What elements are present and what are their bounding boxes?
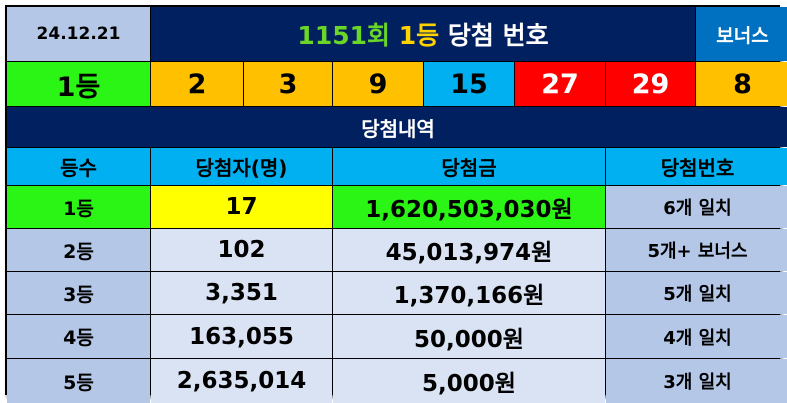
title-round: 1151회 [297,21,391,50]
table-row-rank: 1등 [7,186,150,228]
winning-number-6: 29 [606,62,695,106]
bonus-label: 보너스 [696,7,787,61]
table-row-winners: 17 [151,186,332,228]
table-row-rank: 3등 [7,272,150,314]
title-rest: 당첨 번호 [447,21,549,50]
column-header-winners: 당첨자(명) [151,148,332,185]
winning-number-5: 27 [515,62,605,106]
table-row-prize: 5,000원 [333,359,605,403]
table-row-match: 6개 일치 [606,186,787,228]
column-header-prize: 당첨금 [333,148,605,185]
table-row-match: 4개 일치 [606,315,787,358]
winning-number-2: 3 [244,62,332,106]
table-row-winners: 102 [151,229,332,271]
table-row-prize: 1,620,503,030원 [333,186,605,228]
table-row-prize: 1,370,166원 [333,272,605,314]
table-row-rank: 2등 [7,229,150,271]
table-row-rank: 5등 [7,359,150,403]
winning-number-3: 9 [333,62,423,106]
page-title: 1151회 1등 당첨 번호 [151,7,695,61]
table-row-rank: 4등 [7,315,150,358]
table-row-match: 3개 일치 [606,359,787,403]
table-row-match: 5개 일치 [606,272,787,314]
lotto-result-board: 24.12.21 1151회 1등 당첨 번호 보너스 1등 2 3 9 15 … [5,5,787,403]
table-row-winners: 2,635,014 [151,359,332,403]
column-header-rank: 등수 [7,148,150,185]
bonus-number: 8 [696,62,787,106]
section-title: 당첨내역 [7,107,787,147]
table-row-winners: 3,351 [151,272,332,314]
winning-number-4: 15 [424,62,514,106]
draw-date: 24.12.21 [7,7,150,61]
table-row-winners: 163,055 [151,315,332,358]
title-rank: 1등 [398,21,440,50]
table-row-prize: 45,013,974원 [333,229,605,271]
numbers-rank-label: 1등 [7,62,150,106]
table-row-prize: 50,000원 [333,315,605,358]
table-row-match: 5개+ 보너스 [606,229,787,271]
column-header-match: 당첨번호 [606,148,787,185]
winning-number-1: 2 [151,62,243,106]
